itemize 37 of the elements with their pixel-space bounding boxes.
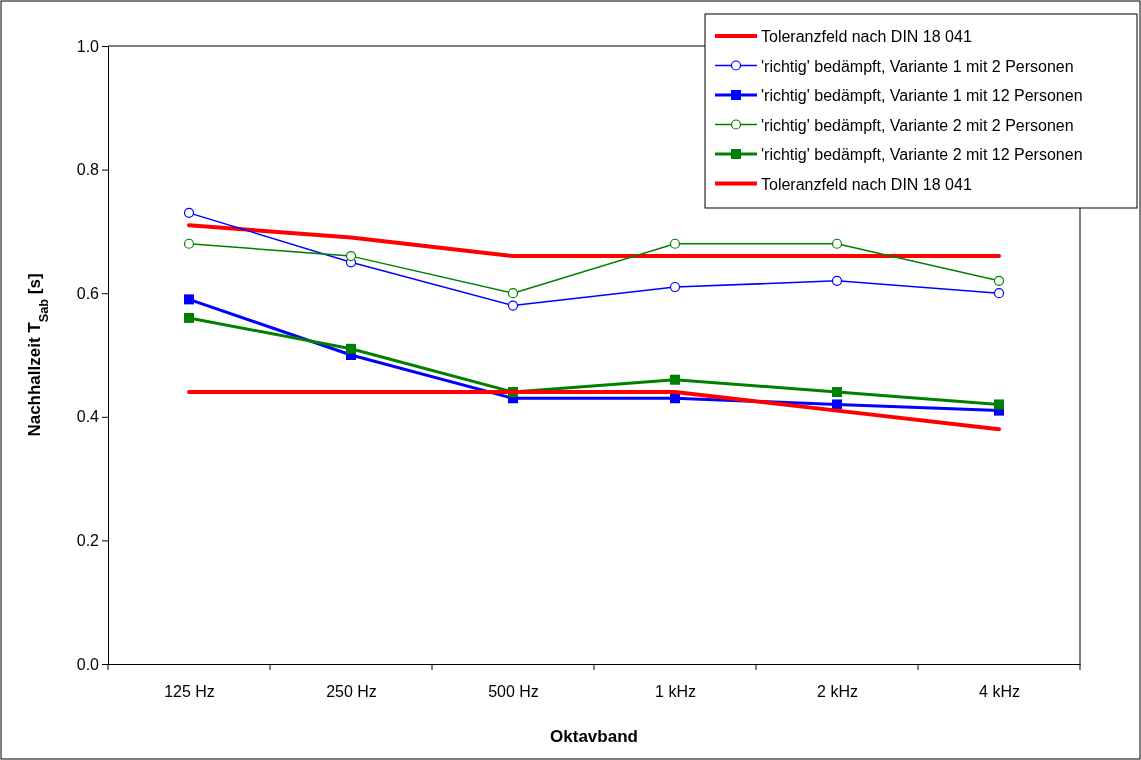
y-tick-label: 0.4 (76, 408, 100, 426)
legend-label: 'richtig' bedämpft, Variante 2 mit 12 Personen (761, 146, 1083, 163)
legend-label: 'richtig' bedämpft, Variante 1 mit 2 Personen (761, 57, 1074, 75)
point (832, 387, 842, 398)
point (669, 238, 681, 249)
x-tick-label: 250 Hz (326, 683, 377, 701)
x-tick-label: 500 Hz (488, 683, 539, 701)
x-tick-label: 125 Hz (164, 683, 215, 701)
point (183, 207, 195, 218)
legend-label: 'richtig' bedämpft, Variante 2 mit 2 Personen (761, 116, 1074, 134)
y-tick-label: 0.6 (76, 284, 100, 302)
y-tick-label: 0.0 (76, 655, 100, 673)
point (184, 312, 194, 323)
x-tick-label: 2 kHz (817, 683, 858, 701)
point (993, 275, 1005, 286)
legend-label: Toleranzfeld nach DIN 18 041 (761, 28, 972, 45)
point (993, 288, 1005, 299)
legend-label: Toleranzfeld nach DIN 18 041 (761, 175, 972, 193)
point (345, 251, 357, 262)
point (669, 281, 681, 293)
point (832, 399, 842, 410)
y-tick-label: 1.0 (76, 37, 100, 55)
point (831, 275, 843, 286)
point (507, 288, 519, 299)
x-axis-title: Oktavband (550, 727, 638, 746)
point (507, 300, 519, 311)
x-tick-label: 4 kHz (979, 683, 1020, 701)
point (994, 399, 1004, 410)
point (670, 374, 680, 385)
legend-label: 'richtig' bedämpft, Variante 1 mit 12 Personen (761, 87, 1083, 104)
point (184, 294, 194, 305)
y-tick-label: 0.2 (76, 532, 100, 550)
y-tick-label: 0.8 (76, 161, 100, 179)
point (831, 238, 843, 249)
x-tick-label: 1 kHz (655, 683, 696, 701)
point (346, 343, 356, 354)
point (183, 238, 195, 249)
